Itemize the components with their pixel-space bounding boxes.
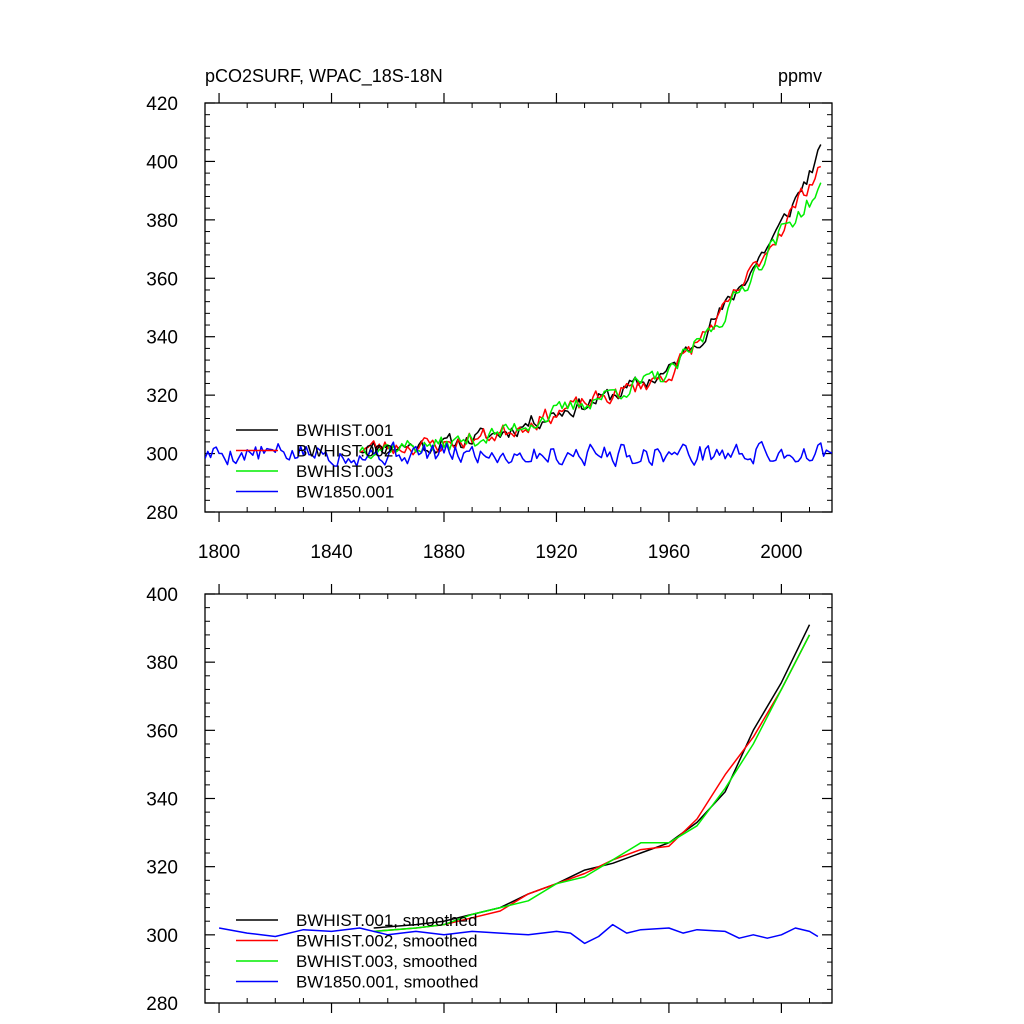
chart-title: pCO2SURF, WPAC_18S-18N [205,66,443,87]
series-line-4 [218,923,819,945]
series-line-3 [358,182,822,460]
series-line-1 [373,624,811,929]
series-line-3 [373,634,811,933]
legend-label: BWHIST.003, smoothed [296,952,477,971]
y-tick-label: 280 [146,503,178,524]
x-tick-label: 2000 [760,542,802,563]
x-tick-label: 1920 [535,542,577,563]
bottom-panel: 280 300 320 340 360 380 400 BWHIST.001, smoothe… [146,584,833,1015]
legend-label: BW1850.001 [296,483,394,502]
legend-label: BWHIST.001, smoothed [296,911,477,930]
y-tick-label: 320 [146,858,178,879]
units-label: ppmv [778,66,822,86]
y-tick-label: 300 [146,926,178,947]
series-line-2 [373,634,811,933]
y-tick-label: 300 [146,445,178,466]
y-tick-label: 320 [146,386,178,407]
y-tick-label: 360 [146,269,178,290]
legend-label: BWHIST.002, smoothed [296,932,477,951]
y-tick-label: 360 [146,721,178,742]
y-tick-label: 340 [146,790,178,811]
legend-label: BWHIST.001 [296,421,393,440]
legend-label: BW1850.001, smoothed [296,973,478,992]
plot-frame [204,102,833,513]
y-tick-label: 380 [146,653,178,674]
y-tick-label: 400 [146,152,178,173]
x-tick-label: 1880 [423,542,465,563]
y-tick-label: 380 [146,211,178,232]
series-group [218,624,819,945]
y-tick-label: 420 [146,94,178,115]
x-tick-label: 1960 [648,542,690,563]
series-group [205,144,832,468]
legend-label: BWHIST.002 [296,442,393,461]
series-line-4 [205,440,832,468]
y-tick-label: 400 [146,585,178,606]
x-tick-label: 1840 [310,542,352,563]
x-tick-label: 1800 [198,542,240,563]
y-tick-label: 340 [146,328,178,349]
top-panel: 280 300 320 340 360 380 400 420 1800 1840 1880 1920… [146,66,833,563]
series-line-2 [359,165,822,456]
y-tick-label: 280 [146,994,178,1015]
legend-label: BWHIST.003 [296,462,393,481]
